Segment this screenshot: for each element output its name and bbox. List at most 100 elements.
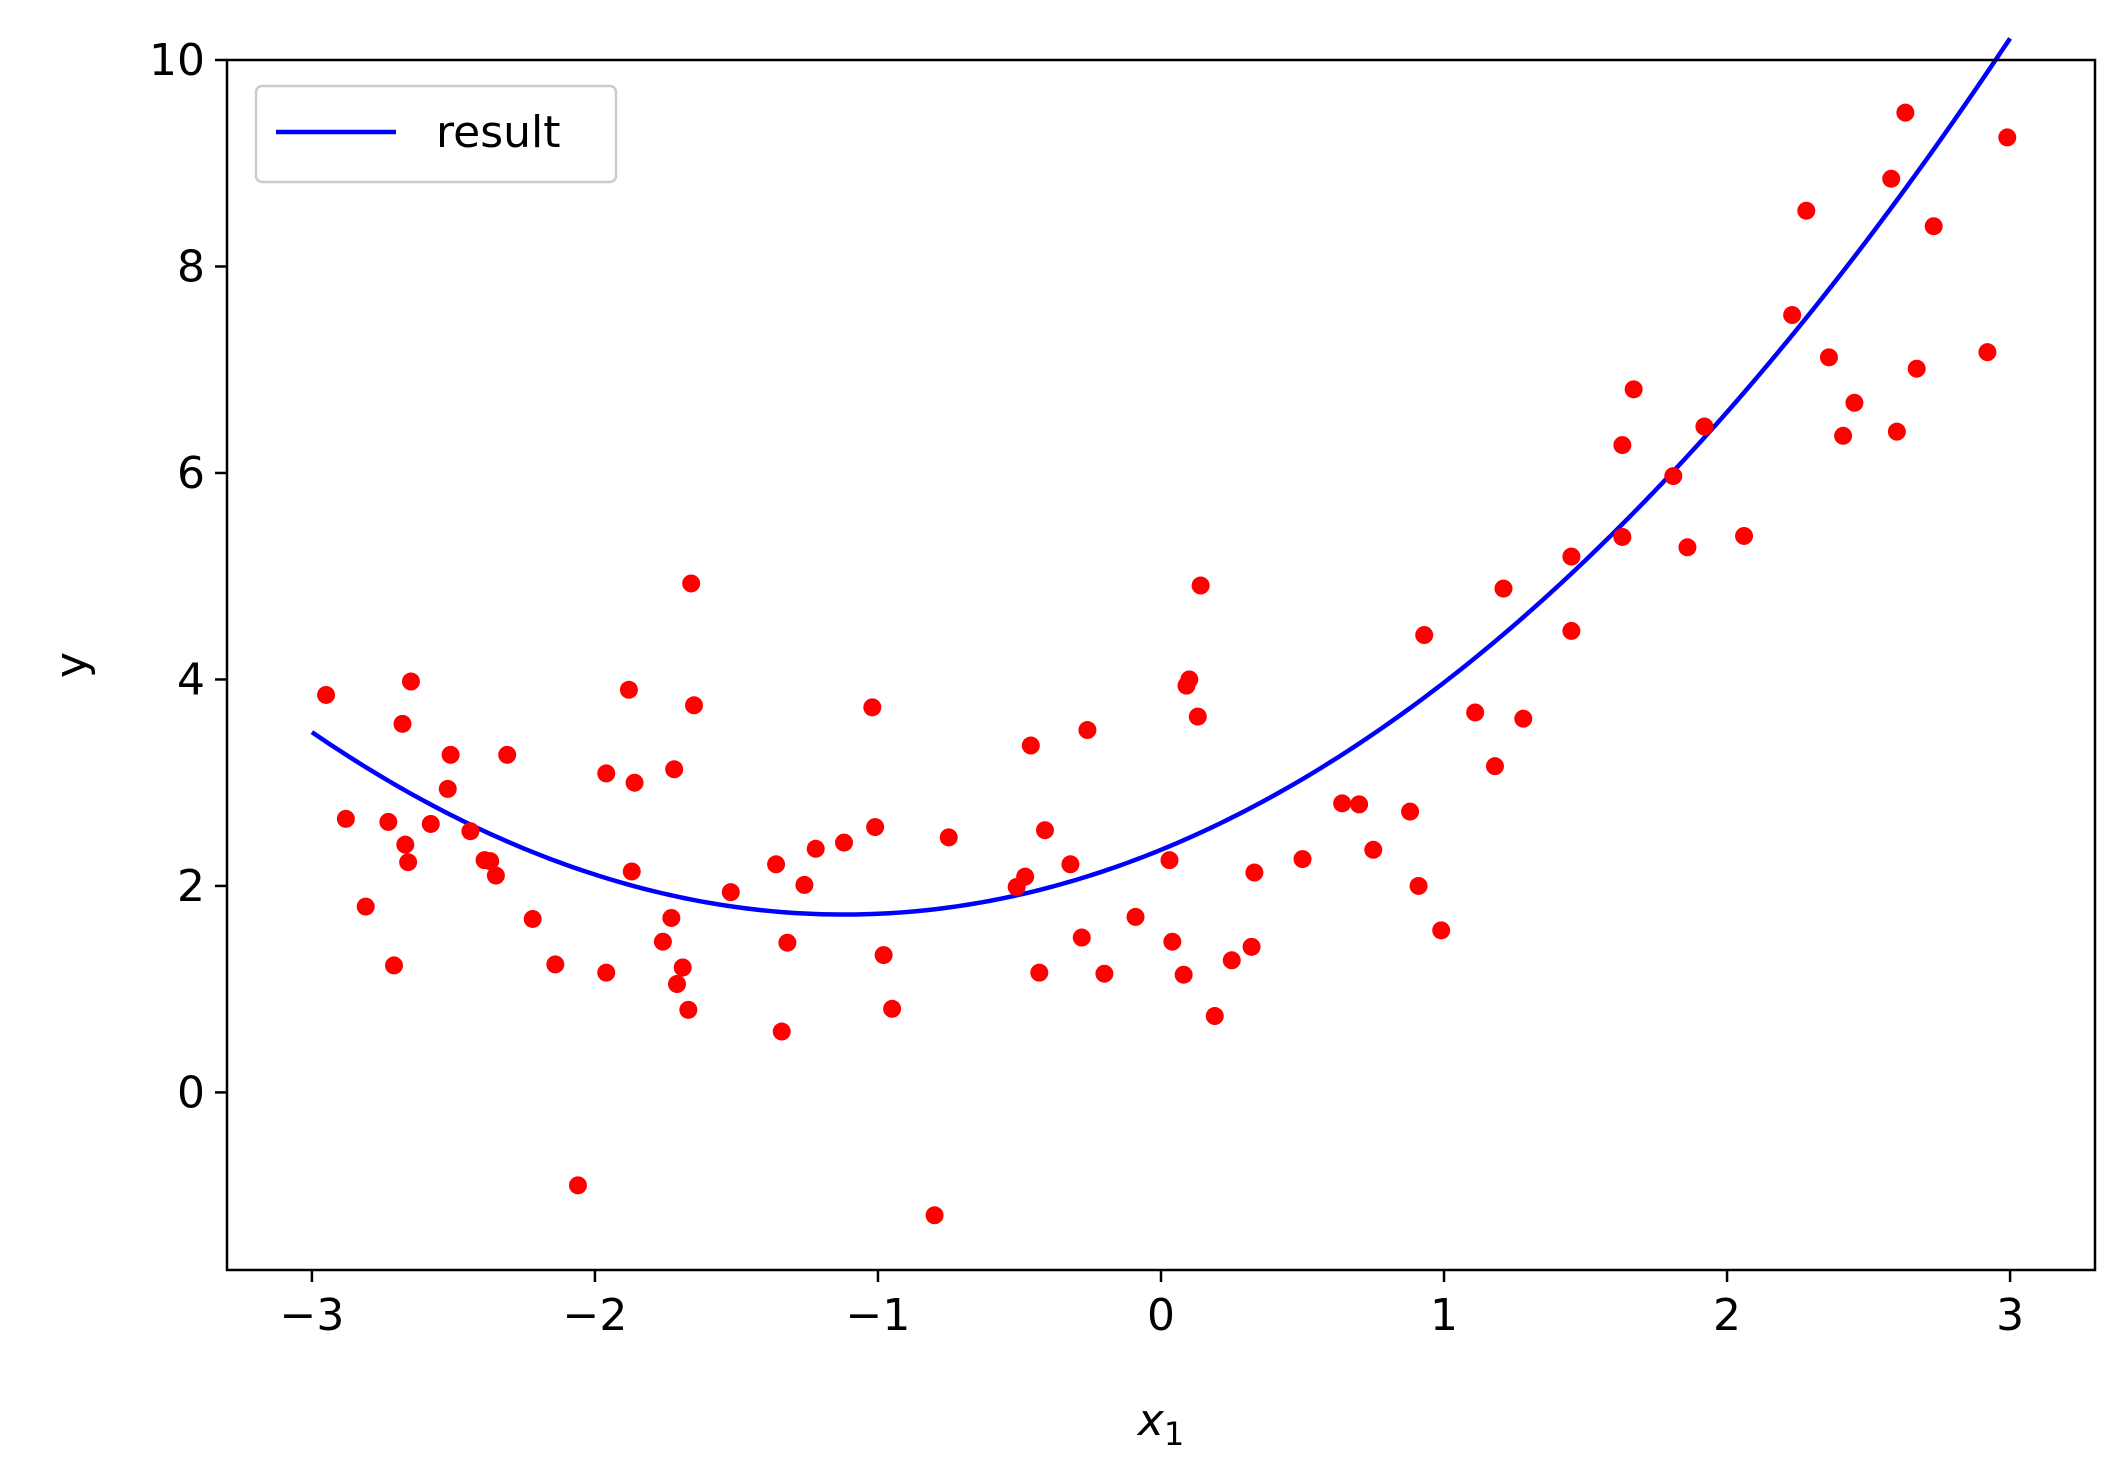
data-point xyxy=(1222,951,1241,970)
data-point xyxy=(1514,709,1533,728)
data-point xyxy=(653,932,672,951)
data-point xyxy=(883,999,902,1018)
data-point xyxy=(1664,467,1683,486)
data-point xyxy=(1188,707,1207,726)
data-point xyxy=(1021,736,1040,755)
data-point xyxy=(1562,621,1581,640)
data-point xyxy=(939,828,958,847)
data-point xyxy=(1494,579,1513,598)
plot-content xyxy=(310,37,2017,1225)
data-point xyxy=(673,958,692,977)
x-tick-label: 0 xyxy=(1147,1290,1175,1341)
data-point xyxy=(1998,128,2017,147)
data-point xyxy=(668,975,687,994)
data-point xyxy=(523,909,542,928)
data-point xyxy=(1978,343,1997,362)
data-point xyxy=(1191,576,1210,595)
data-point xyxy=(1797,201,1816,220)
data-point xyxy=(356,897,375,916)
data-point xyxy=(1819,348,1838,367)
data-point xyxy=(401,672,420,691)
data-point xyxy=(396,835,415,854)
data-point xyxy=(1695,417,1714,436)
data-point xyxy=(1242,937,1261,956)
x-axis-label: x1 xyxy=(1136,1395,1184,1453)
data-point xyxy=(1180,670,1199,689)
legend: result xyxy=(254,84,618,184)
legend-box xyxy=(254,84,618,184)
data-point xyxy=(597,764,616,783)
data-point xyxy=(1485,757,1504,776)
data-point xyxy=(1126,907,1145,926)
data-point xyxy=(1409,876,1428,895)
data-point xyxy=(568,1176,587,1195)
data-point xyxy=(1735,526,1754,545)
data-point xyxy=(481,852,500,871)
legend-label-result: result xyxy=(436,107,560,158)
data-point xyxy=(1562,547,1581,566)
data-point xyxy=(622,862,641,881)
data-point xyxy=(1174,965,1193,984)
data-point xyxy=(1030,963,1049,982)
y-tick-label: 10 xyxy=(149,35,205,86)
data-point xyxy=(795,875,814,894)
data-point xyxy=(438,779,457,798)
data-point xyxy=(665,760,684,779)
data-point xyxy=(1783,306,1802,325)
x-tick-label: 2 xyxy=(1713,1290,1741,1341)
data-point xyxy=(1924,217,1943,236)
data-point xyxy=(1333,794,1352,813)
data-point xyxy=(1401,802,1420,821)
data-point xyxy=(317,685,336,704)
data-point xyxy=(767,855,786,874)
y-tick-label: 0 xyxy=(177,1067,205,1118)
data-point xyxy=(421,814,440,833)
data-point xyxy=(498,745,517,764)
data-point xyxy=(721,883,740,902)
data-point xyxy=(1163,932,1182,951)
data-point xyxy=(1613,527,1632,546)
x-tick-label: −2 xyxy=(563,1290,628,1341)
data-point xyxy=(619,680,638,699)
data-point xyxy=(1078,721,1097,740)
y-axis-label: y xyxy=(46,652,97,678)
data-point xyxy=(1364,840,1383,859)
data-point xyxy=(597,963,616,982)
axes: −3 −2 −1 0 1 2 3 0 2 4 6 8 10 x1 y xyxy=(46,35,2097,1453)
data-point xyxy=(399,853,418,872)
y-tick-label: 6 xyxy=(177,448,205,499)
data-point xyxy=(1016,867,1035,886)
data-point xyxy=(379,812,398,831)
x-tick-label: −3 xyxy=(279,1290,344,1341)
y-tick-label: 8 xyxy=(177,241,205,292)
data-point xyxy=(866,818,885,837)
data-point xyxy=(1095,964,1114,983)
data-point xyxy=(772,1022,791,1041)
data-point xyxy=(1072,928,1091,947)
data-point xyxy=(1415,626,1434,645)
data-point xyxy=(1887,422,1906,441)
x-tick-label: −1 xyxy=(846,1290,911,1341)
data-point xyxy=(1896,103,1915,122)
data-point xyxy=(662,908,681,927)
data-point xyxy=(863,698,882,717)
data-point xyxy=(1624,380,1643,399)
data-point xyxy=(384,956,403,975)
data-point xyxy=(393,714,412,733)
data-point xyxy=(1845,393,1864,412)
data-point xyxy=(1834,426,1853,445)
data-point xyxy=(874,946,893,965)
data-point xyxy=(1882,169,1901,188)
data-point xyxy=(1907,359,1926,378)
data-point xyxy=(806,839,825,858)
data-point xyxy=(625,773,644,792)
data-point xyxy=(1678,538,1697,557)
y-tick-label: 4 xyxy=(177,654,205,705)
data-point xyxy=(486,866,505,885)
data-point xyxy=(1293,850,1312,869)
data-point xyxy=(1061,855,1080,874)
data-point xyxy=(685,696,703,715)
data-point xyxy=(925,1206,944,1225)
series-line-result xyxy=(310,37,2012,917)
data-point xyxy=(1245,863,1264,882)
